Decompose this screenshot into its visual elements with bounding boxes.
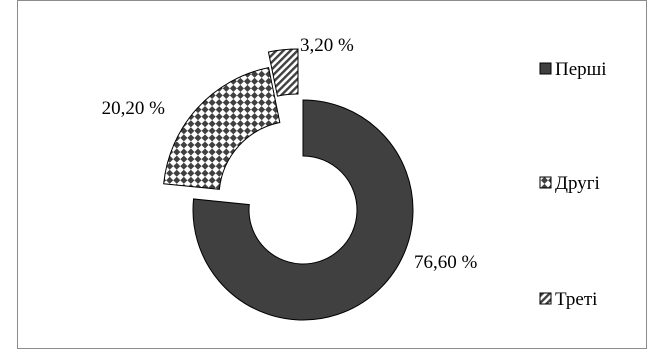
slice-3 bbox=[267, 48, 299, 97]
data-label-3: 3,20 % bbox=[300, 35, 354, 56]
slice-2 bbox=[163, 67, 281, 190]
chart-area bbox=[17, 0, 647, 349]
legend-swatch-1 bbox=[539, 62, 552, 75]
data-label-1: 76,60 % bbox=[414, 252, 478, 273]
legend-swatch-2 bbox=[539, 176, 552, 189]
legend-label-3: Треті bbox=[555, 289, 597, 310]
data-label-2: 20,20 % bbox=[102, 98, 166, 119]
legend-label-1: Перші bbox=[555, 59, 607, 80]
legend-swatch-3 bbox=[539, 292, 552, 305]
slice-1 bbox=[192, 99, 414, 321]
legend-label-2: Другі bbox=[555, 173, 600, 194]
